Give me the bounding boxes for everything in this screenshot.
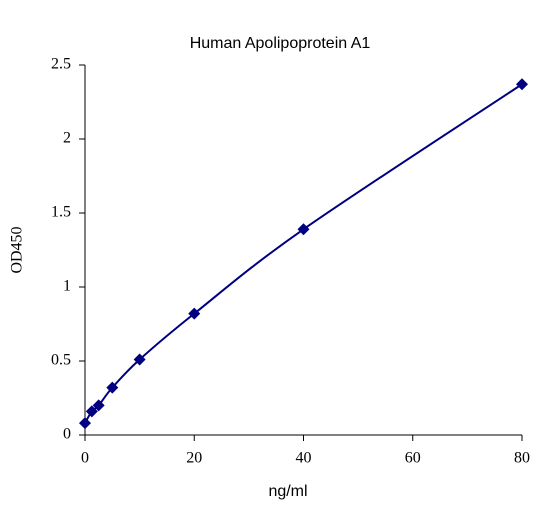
point: [85, 405, 98, 418]
point: [133, 353, 146, 366]
y-axis-label: OD450: [9, 226, 26, 273]
x-tick-label: 80: [514, 450, 530, 467]
y-tick-label: 2: [63, 130, 71, 147]
chart-title: Human Apolipoprotein A1: [190, 35, 371, 52]
x-tick-label: 60: [405, 450, 421, 467]
point: [79, 417, 91, 430]
y-tick-label: 0: [63, 426, 71, 443]
y-tick-label: 1: [63, 278, 71, 295]
y-tick-label: 0.5: [51, 352, 71, 369]
y-tick-label: 1.5: [51, 204, 71, 221]
point: [92, 399, 105, 412]
x-axis-label: ng/ml: [268, 483, 307, 500]
point: [516, 78, 528, 91]
x-tick-label: 40: [296, 450, 312, 467]
curve: [84, 83, 523, 424]
y-tick-label: 2.5: [51, 56, 71, 73]
point: [106, 381, 119, 394]
point: [297, 223, 310, 236]
point: [188, 307, 201, 320]
x-tick-label: 0: [81, 450, 89, 467]
x-tick-label: 20: [186, 450, 202, 467]
